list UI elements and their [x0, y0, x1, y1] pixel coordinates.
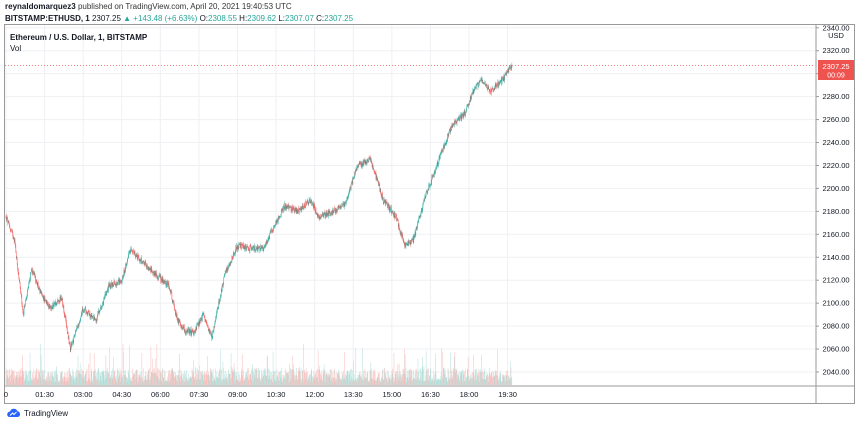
- price-tick-label: 2140.00: [822, 253, 849, 262]
- time-tick-label: 15:00: [382, 390, 401, 399]
- time-tick-label: 13:30: [344, 390, 363, 399]
- close-label: C:: [316, 14, 325, 23]
- price-tick-label: 2260.00: [822, 115, 849, 124]
- price-change: ▲ +143.48 (+6.63%): [123, 14, 198, 23]
- time-axis[interactable]: 0 01:30 03:00 04:30 06:00 07:30 09:00 10:30 12:0…: [4, 390, 517, 399]
- price-tick-label: 2060.00: [822, 345, 849, 354]
- publish-line: reynaldomarquez3 published on TradingVie…: [5, 2, 292, 11]
- price-tick-label: 2040.00: [822, 368, 849, 377]
- volume-bars: [5, 343, 513, 385]
- price-tick-label: 2120.00: [822, 276, 849, 285]
- time-tick-label: 19:30: [498, 390, 517, 399]
- countdown-label: 00:09: [827, 73, 845, 80]
- price-tick-label: 2320.00: [822, 46, 849, 55]
- time-tick-label: 03:00: [74, 390, 93, 399]
- price-tick-label: 2240.00: [822, 138, 849, 147]
- open-value: 2308.55: [208, 14, 237, 23]
- last-price-label: 2307.25: [822, 62, 849, 71]
- symbol-ohlc-line: BITSTAMP:ETHUSD, 1 2307.25 ▲ +143.48 (+6…: [5, 14, 353, 23]
- chart-frame[interactable]: [4, 24, 855, 404]
- time-tick-label: 18:00: [460, 390, 479, 399]
- last-price-marker: [818, 60, 854, 80]
- low-value: 2307.07: [285, 14, 314, 23]
- time-tick-label: 09:00: [228, 390, 247, 399]
- low-label: L:: [278, 14, 285, 23]
- chart-legend-title[interactable]: Ethereum / U.S. Dollar, 1, BITSTAMP: [10, 33, 148, 42]
- time-tick-label: 0: [4, 390, 8, 399]
- volume-legend[interactable]: Vol: [10, 44, 22, 53]
- time-tick-label: 12:00: [305, 390, 324, 399]
- price-tick-label: 2280.00: [822, 92, 849, 101]
- time-tick-label: 07:30: [190, 390, 209, 399]
- grid: [5, 25, 815, 385]
- price-tick-label: 2200.00: [822, 184, 849, 193]
- close-value: 2307.25: [324, 14, 354, 23]
- publisher-name[interactable]: reynaldomarquez3: [5, 2, 76, 11]
- time-tick-label: 04:30: [112, 390, 131, 399]
- price-tick-label: 2340.00: [822, 23, 849, 32]
- high-value: 2309.62: [247, 14, 277, 23]
- time-tick-label: 10:30: [267, 390, 286, 399]
- price-tick-label: 2100.00: [822, 299, 849, 308]
- symbol-label: BITSTAMP:ETHUSD, 1: [5, 14, 90, 23]
- time-tick-label: 06:00: [151, 390, 170, 399]
- price-tick-label: 2220.00: [822, 161, 849, 170]
- last-price: 2307.25: [91, 14, 121, 23]
- currency-label: USD: [828, 31, 844, 40]
- price-tick-label: 2080.00: [822, 322, 849, 331]
- brand-name: TradingView: [24, 408, 69, 418]
- candles: [5, 62, 513, 353]
- time-tick-label: 16:30: [421, 390, 440, 399]
- price-tick-label: 2160.00: [822, 230, 849, 239]
- price-tick-label: 2180.00: [822, 207, 849, 216]
- published-text: published on TradingView.com, April 20, …: [77, 2, 292, 11]
- high-label: H:: [239, 14, 248, 23]
- time-tick-label: 01:30: [35, 390, 54, 399]
- cloud-icon: [7, 408, 21, 417]
- tradingview-logo[interactable]: TradingView: [5, 408, 68, 418]
- open-label: O:: [199, 14, 209, 23]
- price-axis[interactable]: 2040.00 2060.00 2080.00 2100.00 2120.00 2140.…: [816, 23, 850, 377]
